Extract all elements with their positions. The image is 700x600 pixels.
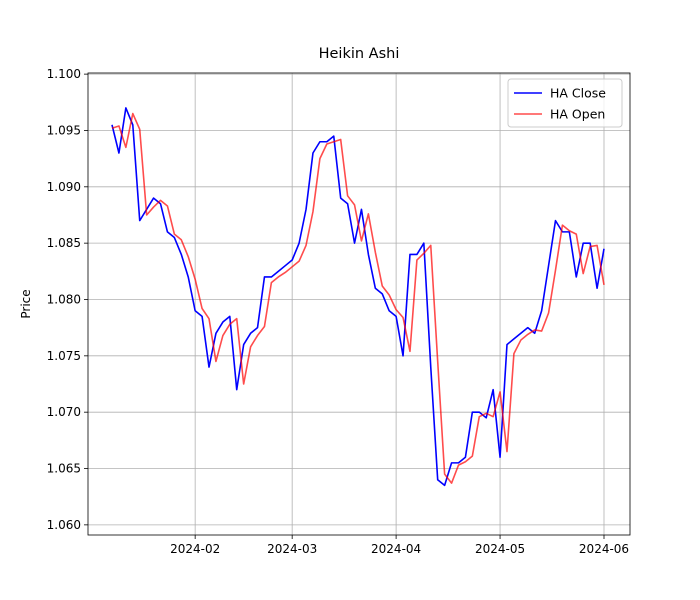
y-tick-label: 1.075 (47, 349, 81, 363)
plot-frame (87, 72, 631, 536)
legend-label: HA Open (550, 107, 605, 122)
grid: 1.060 1.065 1.070 1.075 1.080 1.085 1.090 1.095… (47, 67, 630, 556)
legend-label: HA Close (550, 86, 606, 101)
y-tick-label: 1.100 (47, 67, 81, 81)
legend: HA Close HA Open (507, 78, 623, 128)
x-tick-label: 2024-02 (170, 542, 220, 556)
y-tick-label: 1.085 (47, 236, 81, 250)
y-tick-label: 1.065 (47, 462, 81, 476)
x-tick-label: 2024-03 (267, 542, 317, 556)
chart-title: Heikin Ashi (319, 46, 400, 62)
y-tick-label: 1.070 (47, 405, 81, 419)
y-tick-label: 1.060 (47, 518, 81, 532)
series-line (111, 112, 605, 484)
y-tick-label: 1.080 (47, 292, 81, 306)
plot-lines (111, 107, 605, 487)
y-axis-label: Price (19, 289, 33, 318)
x-tick-label: 2024-05 (475, 542, 525, 556)
y-tick-label: 1.090 (47, 180, 81, 194)
legend-box (507, 78, 623, 128)
y-tick-label: 1.095 (47, 123, 81, 137)
x-tick-label: 2024-06 (579, 542, 629, 556)
x-tick-label: 2024-04 (371, 542, 421, 556)
